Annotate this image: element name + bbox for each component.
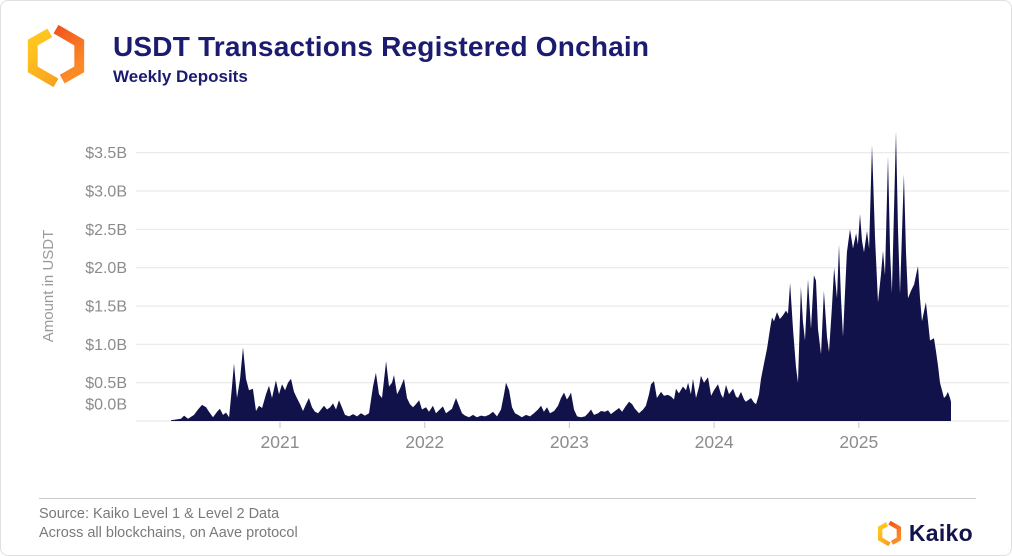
footer-divider (39, 498, 976, 499)
y-tick-label: $0.5B (85, 375, 127, 392)
deposits-area-chart: $0.0B $0.5B $1.0B $1.5B $2.0B $2.5B $3.0B $3.5B… (1, 1, 1012, 481)
y-tick-label: $1.0B (85, 337, 127, 354)
y-tick-label: $1.5B (85, 299, 127, 316)
x-tick-label: 2024 (695, 432, 734, 452)
x-tick-label: 2022 (405, 432, 444, 452)
page-subtitle: Weekly Deposits (113, 67, 248, 86)
source-line-1: Source: Kaiko Level 1 & Level 2 Data (39, 506, 280, 522)
chart-canvas: $0.0B $0.5B $1.0B $1.5B $2.0B $2.5B $3.0B $3.5B… (40, 131, 1009, 452)
y-axis-title: Amount in USDT (40, 230, 57, 343)
y-tick-label: $3.0B (85, 184, 127, 201)
kaiko-logo-icon (27, 25, 85, 87)
x-tick-label: 2025 (839, 432, 878, 452)
x-tick-label: 2021 (261, 432, 300, 452)
area-series (171, 131, 951, 421)
y-tick-label: $3.5B (85, 145, 127, 162)
y-tick-label: $0.0B (85, 397, 127, 414)
kaiko-logo-icon-small (877, 521, 901, 546)
y-tick-label: $2.5B (85, 222, 127, 239)
brand-wordmark: Kaiko (908, 520, 973, 546)
source-note: Source: Kaiko Level 1 & Level 2 Data Acr… (39, 505, 298, 543)
page-title: USDT Transactions Registered Onchain (113, 31, 650, 62)
y-tick-label: $2.0B (85, 260, 127, 277)
brand-footer: Kaiko (877, 520, 973, 547)
chart-titles: USDT Transactions Registered Onchain Wee… (113, 23, 649, 87)
header: USDT Transactions Registered Onchain Wee… (25, 23, 649, 87)
x-tick-label: 2023 (550, 432, 589, 452)
source-line-2: Across all blockchains, on Aave protocol (39, 525, 298, 541)
